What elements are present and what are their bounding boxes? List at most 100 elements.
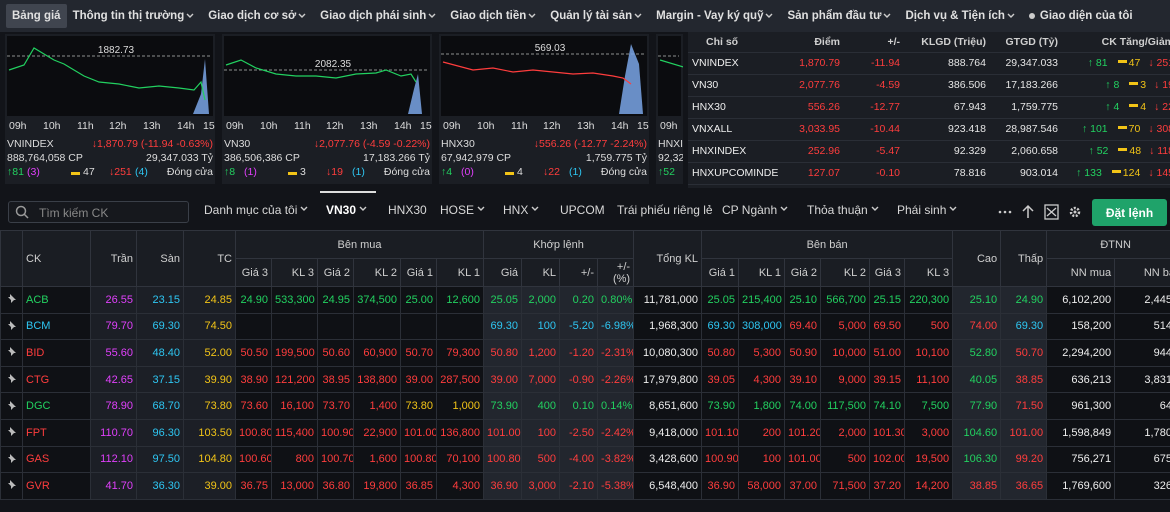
index-row[interactable]: VN30 2,077.76 -4.59 386.506 17,183.266 ↑ 8 3 ↓ … xyxy=(688,74,1170,97)
index-row[interactable]: HNXINDEX 252.96 -5.47 92.329 2,060.658 ↑ 52 48… xyxy=(688,140,1170,163)
index-row[interactable]: VNINDEX 1,870.79 -11.94 888.764 29,347.033 ↑ … xyxy=(688,52,1170,75)
stock-row[interactable]: DGC 78.90 68.70 73.80 73.60 16,100 73.70 1,400 7… xyxy=(0,392,1170,420)
stock-row[interactable]: BCM 79.70 69.30 74.50 69.30 100 -5.20 -6.98% 1,9… xyxy=(0,312,1170,341)
tab[interactable]: HOSE xyxy=(440,203,488,217)
chevron-path xyxy=(428,13,436,18)
ref-bar xyxy=(1129,82,1139,85)
tab[interactable]: HNX xyxy=(503,203,542,217)
cell: 64,5 xyxy=(1114,392,1170,420)
ref-bar xyxy=(1111,170,1121,173)
nav-item[interactable]: Giao diện của tôi xyxy=(1023,4,1139,28)
pin-icon[interactable] xyxy=(7,400,17,410)
index-row[interactable]: HNXUPCOMINDE 127.07 -0.10 78.816 903.014 ↑ 13… xyxy=(688,162,1170,185)
stock-row[interactable]: BID 55.60 48.40 52.00 50.50 199,500 50.60 60,90… xyxy=(0,339,1170,367)
cell: 675,9 xyxy=(1114,445,1170,474)
cell: 215,400 xyxy=(738,286,786,314)
cell: 4,300 xyxy=(435,472,485,500)
cell: 69.30 xyxy=(136,312,184,341)
cell: 50.60 xyxy=(317,339,354,367)
order-button[interactable]: Đặt lệnh xyxy=(1092,199,1167,226)
cell: 25.10 xyxy=(952,286,1002,314)
index-name: VNXALL xyxy=(688,118,780,141)
pin-icon[interactable] xyxy=(7,293,17,304)
nav-label: Giao dịch cơ sở xyxy=(208,10,297,22)
cell: 11,781,000 xyxy=(633,286,703,314)
nav-item[interactable]: Giao dịch cơ sở xyxy=(202,4,314,28)
tab[interactable]: Phái sinh xyxy=(897,203,960,217)
cell: 39.00 xyxy=(183,472,236,500)
stock-row[interactable]: FPT 110.70 96.30 103.50 100.80 115,400 100.90 2… xyxy=(0,418,1170,447)
nav-item[interactable]: Giao dịch tiền xyxy=(444,4,544,28)
nav-item[interactable]: Bảng giá xyxy=(6,4,67,28)
cell: 71,500 xyxy=(820,472,871,500)
tab[interactable]: CP Ngành xyxy=(722,203,791,217)
pin-icon[interactable] xyxy=(7,453,17,463)
cell: 7,000 xyxy=(521,365,561,394)
stock-row[interactable]: CTG 42.65 37.15 39.90 38.90 121,200 38.95 138,8… xyxy=(0,365,1170,394)
cell: 100.80 xyxy=(400,445,437,474)
toolbar-icons[interactable] xyxy=(996,202,1146,222)
cell: 52.80 xyxy=(952,339,1002,367)
index-card[interactable]: 569.03 09h 10h 11h 12h 13h 14h 15h HNX30 ↓556.26 … xyxy=(439,34,649,184)
index-change: -10.44 xyxy=(844,118,904,141)
nav-item[interactable]: Quản lý tài sản xyxy=(544,4,650,28)
pin-icon[interactable] xyxy=(7,346,17,357)
pin-icon[interactable] xyxy=(7,320,17,330)
cell: 115,400 xyxy=(271,418,318,447)
nav-item[interactable]: Sản phẩm đầu tư xyxy=(781,4,899,28)
nav-item[interactable]: Giao dịch phái sinh xyxy=(314,4,444,28)
header-bid: Bên mua xyxy=(234,230,485,259)
index-card[interactable]: 1882.73 09h 10h 11h 12h 13h 14h 15h VNINDEX ↓1,87… xyxy=(5,34,215,184)
cell: 500 xyxy=(521,445,561,474)
time-label: 12h xyxy=(109,120,127,132)
index-change: ↓556.26 (-12.77 -2.24%) xyxy=(533,138,647,150)
tab[interactable]: Danh mục của tôi xyxy=(204,203,311,217)
cell: 100.60 xyxy=(235,445,272,474)
pin-icon[interactable] xyxy=(7,479,17,490)
index-change: -4.59 xyxy=(844,74,904,97)
tab[interactable]: UPCOM xyxy=(560,203,605,217)
search-box[interactable]: Tìm kiếm CK xyxy=(8,201,189,223)
sub-header: Giá xyxy=(483,258,523,287)
cell: 104.80 xyxy=(183,445,236,474)
tab[interactable]: Trái phiếu riêng lẻ xyxy=(617,203,713,217)
nav-item[interactable]: Dịch vụ & Tiện ích xyxy=(899,4,1022,28)
cell: -2.42% xyxy=(597,418,635,447)
cell: 100.80 xyxy=(483,445,523,474)
declines: ↓ 308 xyxy=(1148,123,1170,135)
declines: ↓19 xyxy=(326,166,343,178)
chevron-path xyxy=(528,13,536,18)
cell: 100 xyxy=(738,445,786,474)
index-card[interactable]: 2082.35 09h 10h 11h 12h 13h 14h 15h VN30 ↓2,077.7… xyxy=(222,34,432,184)
tab[interactable]: VN30 xyxy=(320,191,377,217)
cell: 19,800 xyxy=(353,472,401,500)
pin-icon[interactable] xyxy=(7,426,17,437)
time-label: 14h xyxy=(177,120,195,132)
chevron xyxy=(883,13,891,18)
index-name: HNX30 xyxy=(441,138,475,150)
cell: 101.10 xyxy=(701,418,740,447)
cell: 0.14% xyxy=(597,392,635,420)
cell: 400 xyxy=(521,392,561,420)
stock-row[interactable]: GVR 41.70 36.30 39.00 36.75 13,000 36.80 19,800… xyxy=(0,472,1170,500)
cell: 566,700 xyxy=(820,286,871,314)
index-name: HNXINDEX xyxy=(688,140,780,163)
symbol: GAS xyxy=(22,445,91,474)
nav-item[interactable]: Thông tin thị trường xyxy=(67,4,203,28)
index-name: VNINDEX xyxy=(7,138,54,150)
nav-item[interactable]: Margin - Vay ký quỹ xyxy=(650,4,781,28)
stock-row[interactable]: ACB 26.55 23.15 24.85 24.90 533,300 24.95 374,5… xyxy=(0,286,1170,314)
cell: 24.85 xyxy=(183,286,236,314)
cell: 36.75 xyxy=(235,472,272,500)
tab-label: CP Ngành xyxy=(722,203,778,217)
index-line xyxy=(659,59,683,68)
index-card[interactable]: 09h HNXI 92,32 ↑52 xyxy=(656,34,683,184)
stock-row[interactable]: GAS 112.10 97.50 104.80 100.60 800 100.70 1,600… xyxy=(0,445,1170,474)
ref-bar xyxy=(1117,126,1127,129)
nav-label: Giao diện của tôi xyxy=(1039,10,1133,22)
tab[interactable]: Thỏa thuận xyxy=(807,203,882,217)
index-row[interactable]: VNXALL 3,033.95 -10.44 923.418 28,987.546 ↑ 1… xyxy=(688,118,1170,141)
tab[interactable]: HNX30 xyxy=(388,203,427,217)
pin-icon[interactable] xyxy=(7,373,17,384)
